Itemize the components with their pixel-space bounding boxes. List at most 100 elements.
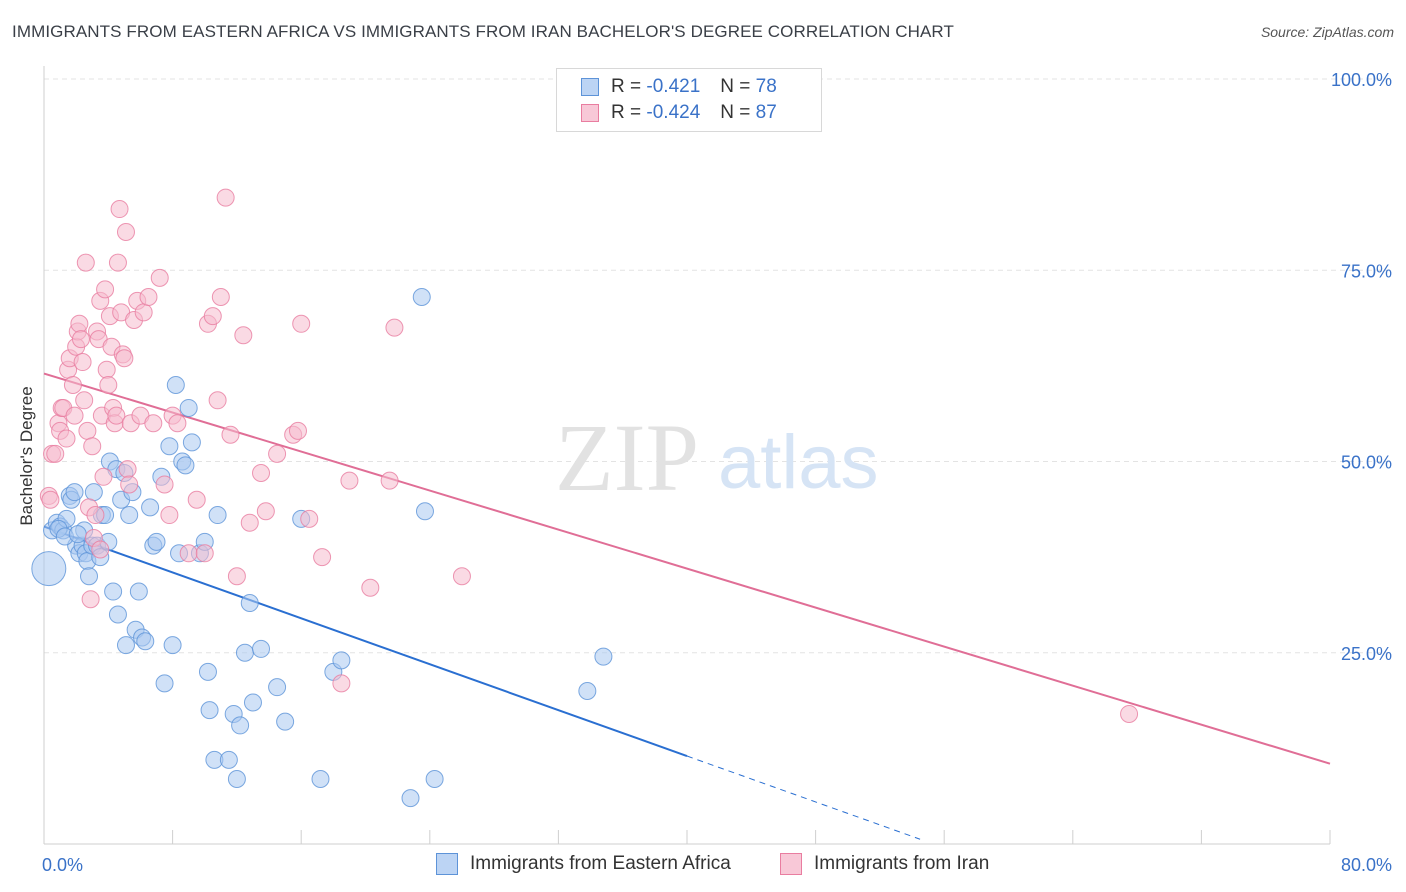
legend-label: Immigrants from Eastern Africa bbox=[470, 853, 731, 874]
point-iran bbox=[160, 506, 179, 525]
point-iran bbox=[75, 391, 94, 410]
point-iran bbox=[361, 578, 380, 597]
point-iran bbox=[70, 314, 89, 333]
r-label: R = bbox=[611, 76, 642, 97]
point-eastern-africa bbox=[227, 769, 246, 788]
point-iran bbox=[340, 471, 359, 490]
point-eastern-africa bbox=[120, 506, 139, 525]
point-eastern-africa bbox=[412, 288, 431, 307]
point-eastern-africa bbox=[179, 398, 198, 417]
legend-swatch-blue bbox=[436, 853, 458, 875]
point-iran bbox=[1120, 704, 1139, 723]
point-eastern-africa bbox=[68, 525, 87, 544]
legend-row-eastern-africa: R = -0.421 N = 78 bbox=[581, 74, 777, 100]
legend-swatch-blue bbox=[581, 78, 599, 96]
point-eastern-africa bbox=[116, 636, 135, 655]
point-eastern-africa bbox=[141, 498, 160, 517]
x-tick-label-start: 0.0% bbox=[42, 855, 83, 875]
y-tick-label: 75.0% bbox=[1341, 261, 1392, 281]
point-iran bbox=[57, 429, 76, 448]
point-iran bbox=[234, 326, 253, 345]
grid-lines bbox=[44, 78, 1392, 654]
point-iran bbox=[116, 223, 135, 241]
point-eastern-africa bbox=[332, 651, 351, 670]
point-iran bbox=[288, 421, 307, 440]
point-eastern-africa bbox=[243, 693, 262, 712]
point-iran bbox=[107, 406, 126, 425]
point-eastern-africa bbox=[401, 789, 420, 808]
point-iran bbox=[195, 544, 214, 563]
y-tick-label: 50.0% bbox=[1341, 453, 1392, 473]
point-eastern-africa bbox=[129, 582, 148, 601]
point-iran bbox=[380, 471, 399, 490]
n-value: 78 bbox=[755, 76, 777, 97]
point-iran bbox=[179, 544, 198, 563]
point-iran bbox=[83, 437, 102, 456]
watermark: ZIP atlas bbox=[555, 404, 879, 511]
watermark-zip: ZIP bbox=[555, 404, 699, 511]
point-iran bbox=[332, 674, 351, 693]
point-eastern-africa bbox=[219, 750, 238, 769]
trend-line-eastern-africa bbox=[43, 525, 688, 757]
point-iran bbox=[216, 188, 235, 207]
point-iran bbox=[240, 513, 259, 532]
point-iran bbox=[155, 475, 174, 494]
point-eastern-africa bbox=[311, 769, 330, 788]
point-iran bbox=[134, 303, 153, 322]
point-eastern-africa bbox=[84, 483, 103, 502]
point-iran bbox=[168, 414, 187, 433]
data-points bbox=[31, 188, 1139, 808]
point-eastern-africa bbox=[136, 632, 155, 651]
point-eastern-africa bbox=[276, 712, 295, 731]
r-label: R = bbox=[611, 102, 642, 123]
point-iran bbox=[118, 460, 137, 479]
point-iran bbox=[78, 421, 97, 440]
point-iran bbox=[108, 253, 127, 272]
legend-swatch-pink bbox=[780, 853, 802, 875]
n-label: N = bbox=[720, 102, 751, 123]
legend-swatch-pink bbox=[581, 104, 599, 122]
point-iran bbox=[65, 406, 84, 425]
point-iran bbox=[73, 353, 92, 372]
point-eastern-africa bbox=[268, 678, 287, 697]
source-credit: Source: ZipAtlas.com bbox=[1260, 24, 1394, 40]
point-eastern-africa bbox=[200, 701, 219, 720]
tick-labels: 25.0% 50.0% 75.0% 100.0% 0.0% 80.0% bbox=[42, 70, 1392, 875]
point-iran bbox=[81, 590, 100, 609]
point-eastern-africa bbox=[166, 376, 185, 394]
y-tick-label: 100.0% bbox=[1331, 70, 1392, 90]
r-value: -0.424 bbox=[646, 102, 701, 123]
point-iran bbox=[94, 467, 113, 486]
legend-item-eastern-africa[interactable]: Immigrants from Eastern Africa bbox=[436, 850, 731, 878]
point-eastern-africa bbox=[415, 502, 434, 521]
point-iran bbox=[139, 288, 158, 307]
point-eastern-africa bbox=[578, 682, 597, 700]
point-eastern-africa bbox=[252, 639, 271, 658]
r-value: -0.421 bbox=[646, 76, 701, 97]
point-iran bbox=[63, 376, 82, 394]
point-eastern-africa bbox=[80, 567, 99, 586]
point-eastern-africa bbox=[231, 716, 250, 735]
point-eastern-africa bbox=[31, 551, 67, 587]
point-iran bbox=[256, 502, 275, 521]
x-tick-label-end: 80.0% bbox=[1341, 855, 1392, 875]
legend-item-iran[interactable]: Immigrants from Iran bbox=[780, 850, 989, 878]
trend-line-iran bbox=[43, 372, 1331, 765]
point-iran bbox=[46, 444, 65, 463]
point-eastern-africa bbox=[176, 456, 195, 475]
point-eastern-africa bbox=[425, 769, 444, 788]
point-iran bbox=[150, 268, 169, 287]
point-eastern-africa bbox=[163, 636, 182, 655]
point-eastern-africa bbox=[155, 674, 174, 693]
point-iran bbox=[313, 548, 332, 567]
point-iran bbox=[452, 567, 471, 586]
point-iran bbox=[86, 506, 105, 525]
point-eastern-africa bbox=[198, 662, 217, 681]
point-iran bbox=[120, 475, 139, 494]
point-iran bbox=[292, 314, 311, 333]
point-iran bbox=[144, 414, 163, 433]
point-iran bbox=[91, 540, 110, 559]
point-eastern-africa bbox=[65, 483, 84, 502]
y-axis-label: Bachelor's Degree bbox=[17, 386, 36, 525]
